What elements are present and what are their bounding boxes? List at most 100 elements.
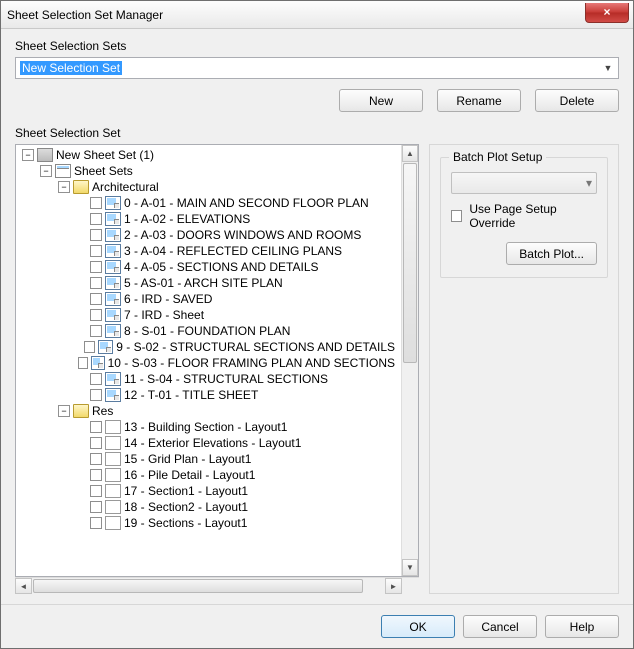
tree-node[interactable]: −New Sheet Set (1) — [16, 147, 401, 163]
collapse-icon[interactable]: − — [40, 165, 52, 177]
layout-icon — [105, 468, 121, 482]
horizontal-scrollbar[interactable]: ◄ ► — [15, 577, 419, 594]
titlebar: Sheet Selection Set Manager × — [1, 1, 633, 29]
scroll-thumb[interactable] — [403, 163, 417, 363]
node-checkbox[interactable] — [90, 373, 102, 385]
node-checkbox[interactable] — [90, 245, 102, 257]
ok-button[interactable]: OK — [381, 615, 455, 638]
node-checkbox[interactable] — [90, 229, 102, 241]
node-checkbox[interactable] — [90, 213, 102, 225]
batch-plot-button-label: Batch Plot... — [519, 247, 584, 261]
tree-node[interactable]: 3 - A-04 - REFLECTED CEILING PLANS — [16, 243, 401, 259]
collapse-icon[interactable]: − — [58, 405, 70, 417]
tree-node[interactable]: 14 - Exterior Elevations - Layout1 — [16, 435, 401, 451]
delete-button-label: Delete — [560, 94, 595, 108]
selection-set-value: New Selection Set — [20, 61, 122, 75]
mid-row: −New Sheet Set (1)−Sheet Sets−Architectu… — [15, 144, 619, 594]
rename-button-label: Rename — [456, 94, 501, 108]
tree-node[interactable]: −Architectural — [16, 179, 401, 195]
sheet-icon — [98, 340, 113, 354]
sheet-tree[interactable]: −New Sheet Set (1)−Sheet Sets−Architectu… — [16, 145, 401, 576]
node-checkbox[interactable] — [90, 309, 102, 321]
expander-placeholder — [76, 229, 88, 241]
node-checkbox[interactable] — [90, 485, 102, 497]
batch-plot-button[interactable]: Batch Plot... — [506, 242, 597, 265]
delete-button[interactable]: Delete — [535, 89, 619, 112]
new-button-label: New — [369, 94, 393, 108]
tree-node[interactable]: 11 - S-04 - STRUCTURAL SECTIONS — [16, 371, 401, 387]
node-checkbox[interactable] — [90, 453, 102, 465]
node-checkbox[interactable] — [90, 261, 102, 273]
set-buttons-row: New Rename Delete — [15, 89, 619, 112]
tree-node[interactable]: 5 - AS-01 - ARCH SITE PLAN — [16, 275, 401, 291]
vertical-scrollbar[interactable]: ▲ ▼ — [401, 145, 418, 576]
node-label: 7 - IRD - Sheet — [124, 308, 204, 322]
tree-node[interactable]: 2 - A-03 - DOORS WINDOWS AND ROOMS — [16, 227, 401, 243]
expander-placeholder — [76, 213, 88, 225]
tree-node[interactable]: 0 - A-01 - MAIN AND SECOND FLOOR PLAN — [16, 195, 401, 211]
sheet-selection-sets-label: Sheet Selection Sets — [15, 39, 619, 53]
expander-placeholder — [66, 357, 76, 369]
stack-icon — [55, 164, 71, 178]
node-label: 1 - A-02 - ELEVATIONS — [124, 212, 250, 226]
collapse-icon[interactable]: − — [22, 149, 34, 161]
new-button[interactable]: New — [339, 89, 423, 112]
node-label: 10 - S-03 - FLOOR FRAMING PLAN AND SECTI… — [108, 356, 395, 370]
scroll-left-icon[interactable]: ◄ — [15, 578, 32, 594]
tree-node[interactable]: 16 - Pile Detail - Layout1 — [16, 467, 401, 483]
close-button[interactable]: × — [585, 3, 629, 23]
node-checkbox[interactable] — [90, 197, 102, 209]
cancel-button[interactable]: Cancel — [463, 615, 537, 638]
selection-set-combo[interactable]: New Selection Set ▼ — [15, 57, 619, 79]
tree-node[interactable]: 10 - S-03 - FLOOR FRAMING PLAN AND SECTI… — [16, 355, 401, 371]
node-checkbox[interactable] — [90, 421, 102, 433]
scroll-down-icon[interactable]: ▼ — [402, 559, 418, 576]
expander-placeholder — [76, 261, 88, 273]
node-checkbox[interactable] — [84, 341, 95, 353]
chevron-down-icon: ▾ — [586, 176, 592, 190]
tree-node[interactable]: 4 - A-05 - SECTIONS AND DETAILS — [16, 259, 401, 275]
layout-icon — [105, 500, 121, 514]
node-checkbox[interactable] — [90, 501, 102, 513]
scroll-track[interactable] — [402, 364, 418, 559]
tree-node[interactable]: 17 - Section1 - Layout1 — [16, 483, 401, 499]
node-checkbox[interactable] — [90, 437, 102, 449]
tree-node[interactable]: 19 - Sections - Layout1 — [16, 515, 401, 531]
node-checkbox[interactable] — [90, 389, 102, 401]
tree-node[interactable]: 18 - Section2 - Layout1 — [16, 499, 401, 515]
tree-node[interactable]: 15 - Grid Plan - Layout1 — [16, 451, 401, 467]
close-icon: × — [603, 5, 610, 19]
expander-placeholder — [76, 293, 88, 305]
layout-icon — [105, 420, 121, 434]
node-checkbox[interactable] — [90, 325, 102, 337]
dialog-window: Sheet Selection Set Manager × Sheet Sele… — [0, 0, 634, 649]
chevron-down-icon: ▼ — [600, 60, 616, 76]
tree-node[interactable]: 6 - IRD - SAVED — [16, 291, 401, 307]
node-checkbox[interactable] — [90, 293, 102, 305]
node-label: 18 - Section2 - Layout1 — [124, 500, 248, 514]
tree-node[interactable]: 13 - Building Section - Layout1 — [16, 419, 401, 435]
node-checkbox[interactable] — [90, 469, 102, 481]
hscroll-track[interactable] — [364, 578, 385, 594]
scroll-up-icon[interactable]: ▲ — [402, 145, 418, 162]
override-checkbox[interactable] — [451, 210, 462, 222]
node-label: 6 - IRD - SAVED — [124, 292, 212, 306]
node-checkbox[interactable] — [78, 357, 88, 369]
help-button[interactable]: Help — [545, 615, 619, 638]
tree-node[interactable]: 12 - T-01 - TITLE SHEET — [16, 387, 401, 403]
hscroll-thumb[interactable] — [33, 579, 363, 593]
tree-node[interactable]: −Res — [16, 403, 401, 419]
tree-node[interactable]: 7 - IRD - Sheet — [16, 307, 401, 323]
node-checkbox[interactable] — [90, 517, 102, 529]
tree-node[interactable]: 1 - A-02 - ELEVATIONS — [16, 211, 401, 227]
node-checkbox[interactable] — [90, 277, 102, 289]
rename-button[interactable]: Rename — [437, 89, 521, 112]
tree-node[interactable]: 9 - S-02 - STRUCTURAL SECTIONS AND DETAI… — [16, 339, 401, 355]
tree-node[interactable]: 8 - S-01 - FOUNDATION PLAN — [16, 323, 401, 339]
batch-plot-dropdown[interactable]: ▾ — [451, 172, 597, 194]
sheet-icon — [105, 292, 121, 306]
scroll-right-icon[interactable]: ► — [385, 578, 402, 594]
collapse-icon[interactable]: − — [58, 181, 70, 193]
cancel-button-label: Cancel — [481, 620, 518, 634]
tree-node[interactable]: −Sheet Sets — [16, 163, 401, 179]
